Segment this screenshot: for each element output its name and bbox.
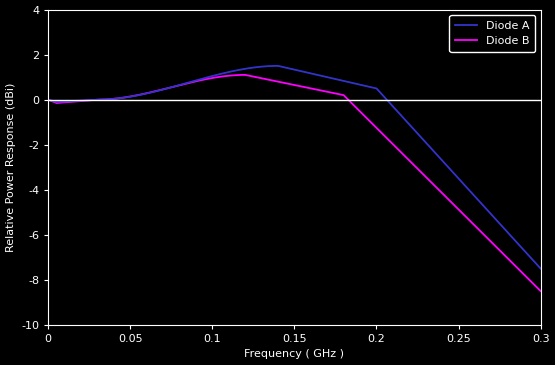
Diode B — [523, 275, 529, 279]
Diode A — [274, 64, 281, 68]
Diode B — [285, 81, 291, 86]
Diode B — [537, 289, 544, 293]
Line: Diode A: Diode A — [48, 66, 541, 269]
Diode A — [433, 152, 440, 156]
Diode A — [70, 99, 77, 103]
Diode A — [523, 251, 530, 255]
Diode B — [241, 73, 248, 77]
Line: Diode B: Diode B — [48, 75, 541, 291]
Diode A — [285, 66, 291, 70]
Diode B — [70, 99, 77, 104]
Diode B — [271, 79, 278, 83]
X-axis label: Frequency ( GHz ): Frequency ( GHz ) — [244, 349, 345, 360]
Diode B — [45, 97, 52, 102]
Diode B — [523, 275, 530, 279]
Y-axis label: Relative Power Response (dBi): Relative Power Response (dBi) — [6, 82, 16, 252]
Diode A — [523, 251, 529, 255]
Diode A — [45, 97, 52, 102]
Diode A — [271, 64, 278, 68]
Legend: Diode A, Diode B: Diode A, Diode B — [450, 15, 535, 52]
Diode B — [433, 185, 440, 189]
Diode A — [537, 266, 544, 271]
